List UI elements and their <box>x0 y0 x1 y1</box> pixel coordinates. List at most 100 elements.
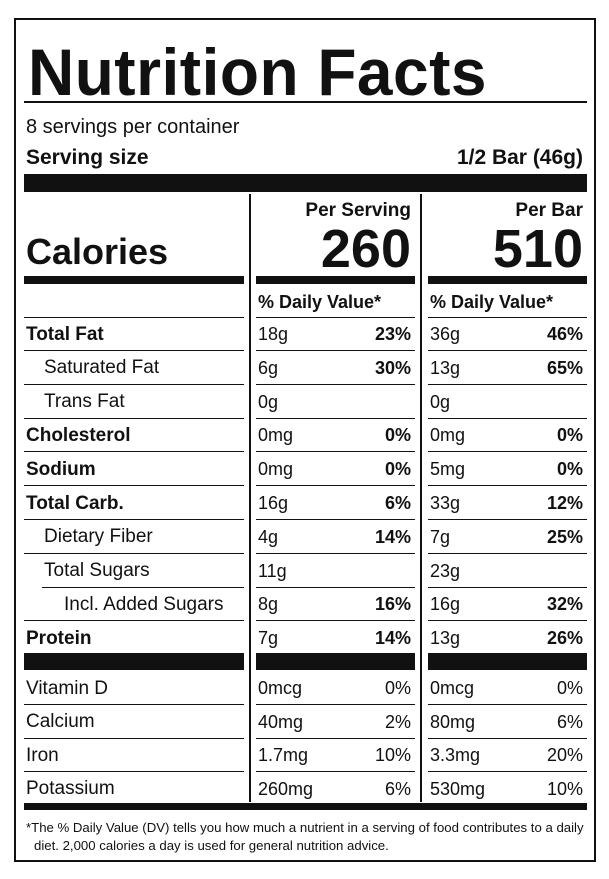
divider <box>24 737 244 739</box>
amount: 7g <box>430 526 451 547</box>
amount: 5mg <box>430 459 466 480</box>
daily-value: 0% <box>556 678 583 698</box>
amount: 7g <box>258 628 279 649</box>
thick-rule <box>24 276 244 284</box>
amount: 33g <box>430 493 461 513</box>
calories-label: Calories <box>26 231 169 272</box>
amount: 13g <box>430 357 461 378</box>
amount: 530mg <box>430 778 486 799</box>
daily-value: 16% <box>374 594 411 615</box>
per-serving-header: Per Serving <box>305 199 411 221</box>
amount: 4g <box>258 526 279 547</box>
thick-rule <box>256 276 415 284</box>
divider <box>24 519 244 520</box>
nutrient-name: Saturated Fat <box>44 357 160 379</box>
divider <box>24 417 244 419</box>
daily-value: 30% <box>374 357 411 378</box>
nutrient-name-bold: Total Carb. <box>26 492 124 514</box>
divider <box>428 519 587 520</box>
daily-value: 14% <box>374 628 411 649</box>
amount: 40mg <box>258 711 304 732</box>
amount: 18g <box>258 324 289 344</box>
divider <box>428 737 587 739</box>
divider <box>256 485 415 487</box>
amount: 6g <box>258 357 279 378</box>
amount: 11g <box>258 560 287 581</box>
daily-value: 6% <box>384 778 411 799</box>
divider <box>24 552 244 554</box>
amount: 0mcg <box>258 678 303 698</box>
nutrient-name: Vitamin D <box>26 677 109 699</box>
divider <box>256 317 415 318</box>
divider <box>428 586 587 588</box>
daily-value: 6% <box>384 493 411 513</box>
per-bar-header: Per Bar <box>515 199 583 221</box>
divider <box>428 417 587 419</box>
thick-rule <box>428 276 587 284</box>
amount: 80mg <box>430 711 476 732</box>
thick-rule <box>24 653 244 670</box>
daily-value-header: % Daily Value* <box>430 292 554 312</box>
divider <box>428 552 587 554</box>
divider <box>256 350 415 351</box>
amount: 36g <box>430 324 461 344</box>
nutrient-name: Iron <box>26 744 59 766</box>
divider <box>256 586 415 588</box>
divider <box>256 620 415 622</box>
divider <box>24 317 244 318</box>
thick-rule <box>24 174 587 192</box>
daily-value: 0% <box>556 459 583 480</box>
divider <box>24 383 244 385</box>
daily-value: 10% <box>374 745 411 765</box>
column-divider <box>249 194 251 802</box>
thick-rule <box>428 653 587 670</box>
divider <box>24 350 244 351</box>
divider <box>428 704 587 705</box>
daily-value: 20% <box>546 745 583 765</box>
daily-value: 14% <box>374 526 411 547</box>
rule <box>24 101 587 103</box>
divider <box>256 552 415 554</box>
footnote: *The % Daily Value (DV) tells you how mu… <box>26 820 584 853</box>
column-divider <box>420 194 422 802</box>
divider <box>256 417 415 419</box>
divider <box>24 485 244 487</box>
divider <box>428 451 587 453</box>
nutrient-name-bold: Total Fat <box>26 323 104 345</box>
serving-size-label: Serving size <box>26 145 149 169</box>
daily-value: 46% <box>546 324 583 344</box>
divider <box>24 771 244 772</box>
daily-value: 23% <box>374 324 411 344</box>
amount: 13g <box>430 628 461 649</box>
daily-value: 32% <box>546 594 583 615</box>
amount: 1.7mg <box>258 745 309 765</box>
amount: 16g <box>430 594 461 615</box>
divider <box>24 704 244 705</box>
divider <box>428 350 587 351</box>
amount: 16g <box>258 493 289 513</box>
amount: 0mcg <box>430 678 475 698</box>
daily-value-header: % Daily Value* <box>258 292 382 312</box>
amount: 0mg <box>430 425 466 446</box>
daily-value: 0% <box>384 459 411 480</box>
title: Nutrition Facts <box>28 35 487 109</box>
divider <box>256 451 415 453</box>
divider <box>24 451 244 453</box>
serving-size-value: 1/2 Bar (46g) <box>456 145 583 169</box>
nutrient-name: Calcium <box>26 711 95 732</box>
nutrient-name: Potassium <box>26 778 115 799</box>
nutrient-name-bold: Sodium <box>26 458 96 480</box>
nutrient-name: Total Sugars <box>44 560 150 582</box>
thick-rule <box>256 653 415 670</box>
divider <box>256 737 415 739</box>
amount: 8g <box>258 594 279 615</box>
divider <box>428 771 587 772</box>
daily-value: 0% <box>384 425 411 446</box>
daily-value: 26% <box>546 628 583 649</box>
daily-value: 10% <box>546 778 583 799</box>
daily-value: 12% <box>546 493 583 513</box>
calories-per-serving: 260 <box>320 219 411 279</box>
nutrient-name-bold: Cholesterol <box>26 424 131 446</box>
divider <box>42 586 244 588</box>
